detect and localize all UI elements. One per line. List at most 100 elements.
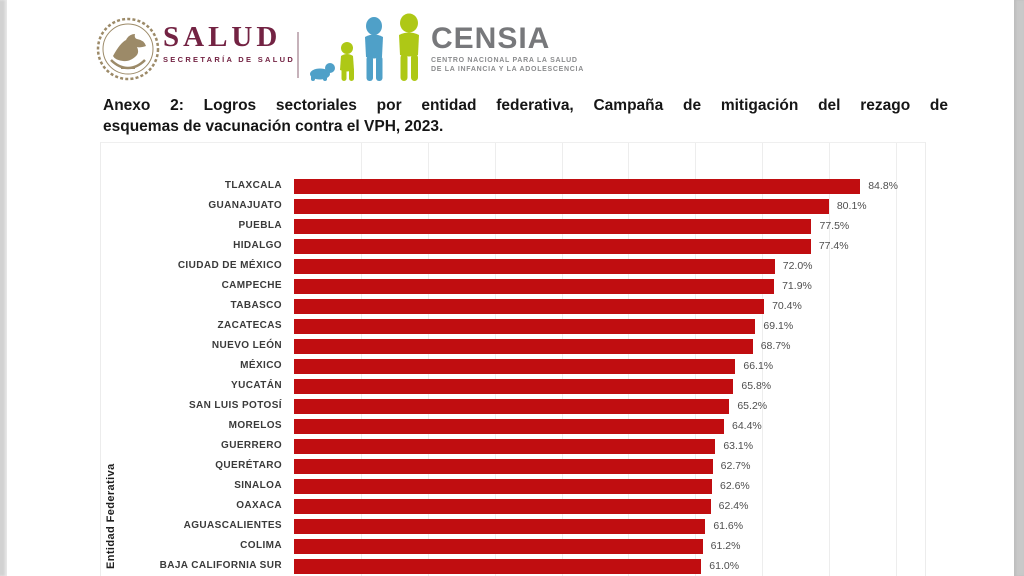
bar — [294, 218, 812, 234]
value-label: 66.1% — [743, 360, 774, 372]
bar — [294, 178, 861, 194]
plot-cell: 69.1% — [294, 316, 925, 336]
state-label: MÉXICO — [240, 360, 282, 371]
state-label: ZACATECAS — [217, 320, 282, 331]
bar — [294, 358, 736, 374]
state-label: COLIMA — [240, 540, 282, 551]
state-label: NUEVO LEÓN — [211, 340, 282, 351]
plot-cell: 63.1% — [294, 436, 925, 456]
censia-wordmark: CENSIA — [431, 22, 551, 55]
state-label: OAXACA — [236, 500, 282, 511]
state-label: CIUDAD DE MÉXICO — [177, 260, 282, 271]
gridline — [762, 143, 764, 576]
value-label: 61.0% — [709, 560, 740, 572]
value-label: 62.6% — [719, 480, 750, 492]
photo-edge-right — [1014, 0, 1024, 576]
value-label: 80.1% — [836, 200, 867, 212]
state-label: SAN LUIS POTOSÍ — [188, 400, 282, 411]
plot-cell: 61.6% — [294, 516, 925, 536]
bar-chart: Entidad Federativa TLAXCALA 84.8% GUANAJUA… — [100, 142, 926, 576]
state-label: QUERÉTARO — [215, 460, 282, 471]
bar — [294, 198, 829, 214]
gridline — [895, 143, 897, 576]
bar-rows: TLAXCALA 84.8% GUANAJUATO 80.1% PUEBLA 77.5% H… — [101, 176, 925, 576]
state-label: SINALOA — [234, 480, 282, 491]
bar — [294, 438, 716, 454]
value-label: 63.1% — [723, 440, 754, 452]
bar — [294, 558, 702, 574]
censia-subtitle: CENTRO NACIONAL PARA LA SALUD DE LA INFA… — [431, 57, 584, 74]
bar — [294, 378, 734, 394]
salud-logo: SALUD SECRETARÍA DE SALUD — [163, 22, 295, 64]
bar — [294, 538, 703, 554]
state-label: HIDALGO — [233, 240, 282, 251]
plot-cell: 84.8% — [294, 176, 925, 196]
bar-row: SAN LUIS POTOSÍ 65.2% — [101, 396, 925, 416]
plot-cell: 61.2% — [294, 536, 925, 556]
bar — [294, 238, 811, 254]
value-label: 61.6% — [713, 520, 744, 532]
bar-row: SINALOA 62.6% — [101, 476, 925, 496]
state-label: YUCATÁN — [231, 380, 282, 391]
value-label: 69.1% — [763, 320, 794, 332]
bar — [294, 318, 756, 334]
bar — [294, 338, 753, 354]
bar-row: NUEVO LEÓN 68.7% — [101, 336, 925, 356]
page-title-line2: esquemas de vacunación contra el VPH, 20… — [103, 118, 444, 135]
plot-cell: 77.5% — [294, 216, 925, 236]
value-label: 65.8% — [741, 380, 772, 392]
plot-cell: 72.0% — [294, 256, 925, 276]
page-title: Anexo 2: Logros sectoriales por entidad … — [103, 95, 948, 137]
plot-cell: 70.4% — [294, 296, 925, 316]
bar-row: MORELOS 64.4% — [101, 416, 925, 436]
plot-cell: 62.7% — [294, 456, 925, 476]
bar-row: MÉXICO 66.1% — [101, 356, 925, 376]
value-label: 62.7% — [720, 460, 751, 472]
value-label: 64.4% — [732, 420, 762, 432]
value-label: 62.4% — [718, 500, 749, 512]
value-label: 68.7% — [760, 340, 791, 352]
state-label: GUANAJUATO — [208, 200, 282, 211]
bar-row: TABASCO 70.4% — [101, 296, 925, 316]
plot-cell: 65.8% — [294, 376, 925, 396]
censia-subtitle-line1: CENTRO NACIONAL PARA LA SALUD — [431, 57, 578, 64]
bar-row: ZACATECAS 69.1% — [101, 316, 925, 336]
gridline — [829, 143, 831, 576]
plot-cell: 71.9% — [294, 276, 925, 296]
plot-cell: 68.7% — [294, 336, 925, 356]
plot-cell: 80.1% — [294, 196, 925, 216]
page-title-line1: Anexo 2: Logros sectoriales por entidad … — [103, 97, 948, 114]
plot-cell: 65.2% — [294, 396, 925, 416]
state-label: GUERRERO — [221, 440, 282, 451]
bar — [294, 458, 713, 474]
bar-row: TLAXCALA 84.8% — [101, 176, 925, 196]
censia-logo: CENSIA CENTRO NACIONAL PARA LA SALUD DE … — [431, 24, 584, 74]
state-label: TABASCO — [230, 300, 282, 311]
bar — [294, 418, 724, 434]
bar-row: GUANAJUATO 80.1% — [101, 196, 925, 216]
state-label: BAJA CALIFORNIA SUR — [159, 560, 282, 571]
value-label: 77.4% — [818, 240, 849, 252]
mexico-eagle-seal-icon — [96, 17, 160, 81]
bar — [294, 518, 706, 534]
state-label: CAMPECHE — [221, 280, 282, 291]
value-label: 84.8% — [868, 180, 898, 192]
bar-row: CAMPECHE 71.9% — [101, 276, 925, 296]
state-label: TLAXCALA — [224, 180, 282, 191]
state-label: MORELOS — [228, 420, 282, 431]
bar-row: GUERRERO 63.1% — [101, 436, 925, 456]
bar — [294, 478, 712, 494]
value-label: 70.4% — [772, 300, 802, 312]
plot-cell: 62.6% — [294, 476, 925, 496]
bar — [294, 278, 775, 294]
plot-cell: 77.4% — [294, 236, 925, 256]
plot-cell: 64.4% — [294, 416, 925, 436]
value-label: 72.0% — [782, 260, 813, 272]
plot-cell: 62.4% — [294, 496, 925, 516]
value-label: 61.2% — [710, 540, 741, 552]
photo-edge-left — [0, 0, 7, 576]
bar-row: HIDALGO 77.4% — [101, 236, 925, 256]
state-label: AGUASCALIENTES — [183, 520, 282, 531]
bar-row: QUERÉTARO 62.7% — [101, 456, 925, 476]
